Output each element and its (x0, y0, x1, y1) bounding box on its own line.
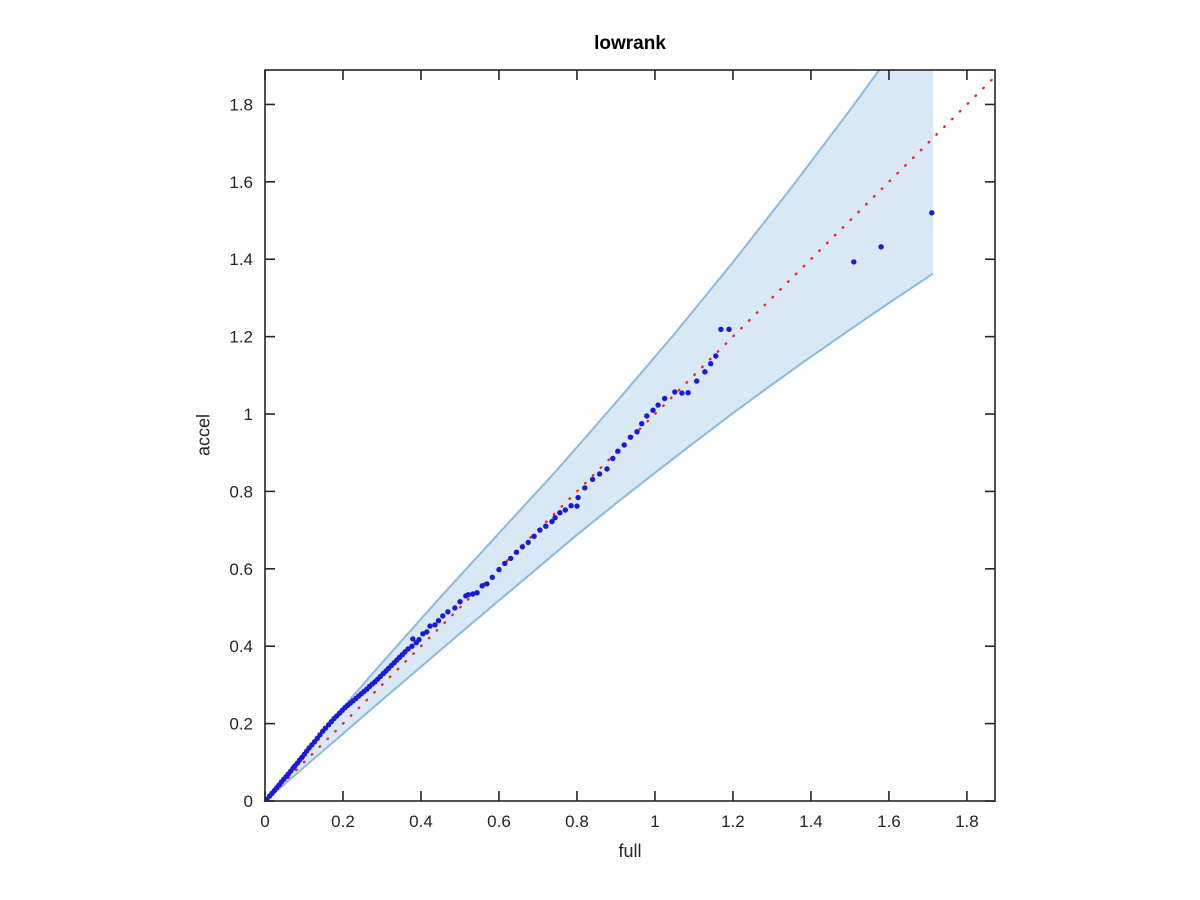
scatter-point (513, 549, 520, 555)
scatter-point (708, 361, 714, 367)
scatter-point (427, 623, 433, 629)
scatter-point (416, 636, 422, 643)
scatter-point (604, 466, 610, 472)
scatter-point (610, 455, 616, 462)
scatter-point (496, 566, 502, 573)
y-tick-label: 1.2 (229, 328, 253, 347)
scatter-point (537, 527, 543, 533)
scatter-point (543, 523, 549, 529)
scatter-point (508, 555, 514, 562)
scatter-point (627, 434, 634, 440)
scatter-point (474, 590, 480, 596)
scatter-point (685, 390, 691, 396)
scatter-point (574, 503, 580, 509)
scatter-point (322, 725, 329, 731)
y-tick-label: 0 (244, 792, 253, 811)
scatter-point (694, 378, 700, 384)
scatter-point (655, 402, 661, 408)
chart-title: lowrank (594, 33, 666, 54)
scatter-point (409, 643, 415, 649)
x-tick-label: 1.6 (877, 812, 901, 831)
scatter-point (596, 471, 603, 477)
scatter-point (650, 407, 656, 413)
scatter-point (582, 485, 588, 491)
x-tick-label: 1.4 (799, 812, 823, 831)
scatter-point (465, 592, 471, 598)
y-tick-label: 1 (244, 405, 253, 424)
scatter-point (929, 210, 935, 216)
scatter-point (615, 448, 621, 454)
scatter-point (702, 369, 708, 375)
x-tick-label: 0.2 (331, 812, 355, 831)
scatter-point (525, 539, 531, 546)
x-tick-label: 0.8 (565, 812, 589, 831)
band-lower-edge (264, 272, 934, 802)
scatter-point (457, 599, 463, 605)
band-upper-edge (264, 69, 881, 802)
x-tick-label: 1.2 (721, 812, 745, 831)
scatter-point (575, 494, 581, 501)
scatter-point (726, 326, 732, 332)
scatter-point (589, 476, 596, 483)
y-tick-label: 1.6 (229, 173, 253, 192)
scatter-point (878, 244, 884, 250)
confidence-band (265, 70, 933, 801)
scatter-point (718, 326, 724, 332)
x-tick-label: 1 (650, 812, 659, 831)
y-tick-label: 0.6 (229, 560, 253, 579)
x-axis-label: full (618, 841, 642, 861)
scatter-point (562, 507, 568, 513)
scatter-point (440, 613, 446, 619)
scatter-point (445, 609, 451, 615)
scatter-point (713, 353, 719, 359)
scatter-point (662, 395, 668, 402)
x-tick-label: 0 (260, 812, 269, 831)
scatter-point (435, 618, 442, 624)
y-tick-label: 1.4 (229, 250, 253, 269)
scatter-point (549, 518, 555, 525)
scatter-point (452, 605, 458, 611)
scatter-point (557, 510, 563, 516)
y-tick-label: 1.8 (229, 95, 253, 114)
x-tick-label: 0.6 (487, 812, 511, 831)
scatter-point (672, 389, 678, 395)
scatter-point (519, 544, 526, 550)
scatter-point (679, 390, 685, 396)
x-tick-label: 0.4 (409, 812, 433, 831)
scatter-point (568, 503, 574, 509)
scatter-point (621, 442, 627, 448)
axes-frame (264, 69, 996, 802)
scatter-point (410, 636, 416, 642)
scatter-point (470, 591, 476, 597)
scatter-point (851, 259, 857, 265)
scatter-point (479, 583, 485, 589)
y-tick-label: 0.8 (229, 482, 253, 501)
x-tick-label: 1.8 (955, 812, 979, 831)
scatter-point (489, 574, 495, 580)
scatter-point (502, 560, 508, 567)
scatter-point (405, 646, 411, 652)
scatter-point (484, 581, 490, 587)
scatter-point (432, 622, 438, 628)
scatter-point (424, 629, 430, 635)
y-tick-label: 0.4 (229, 637, 253, 656)
scatter-point (644, 413, 650, 419)
scatter-point (531, 533, 537, 539)
y-tick-label: 0.2 (229, 715, 253, 734)
identity-line (263, 75, 997, 803)
scatter-point (634, 429, 640, 435)
scatter-point (552, 515, 558, 521)
scatter-point (639, 421, 645, 427)
